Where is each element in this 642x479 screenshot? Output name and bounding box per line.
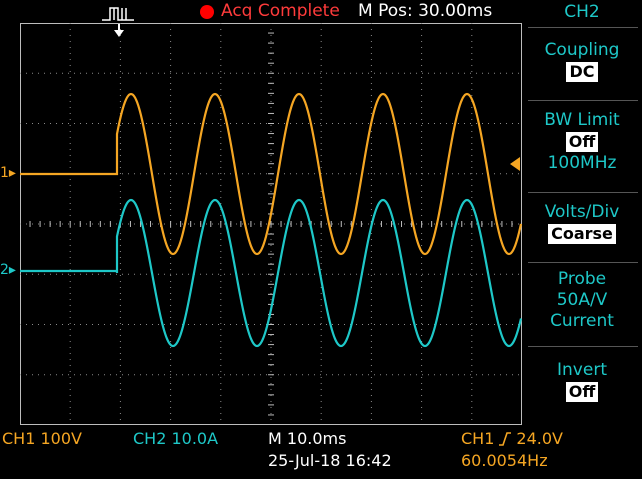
ch1-waveform <box>20 92 522 256</box>
coupling-label: Coupling <box>544 40 620 60</box>
invert-label: Invert <box>557 360 607 380</box>
probe-label: Probe <box>557 269 607 289</box>
probe-ratio: 50A/V <box>556 290 608 310</box>
invert-value: Off <box>565 382 599 402</box>
menu-bw-limit-button[interactable]: BW Limit Off 100MHz <box>526 110 638 174</box>
probe-type: Current <box>550 311 614 331</box>
ch1-ground-marker[interactable]: 1▸ <box>0 165 16 181</box>
acquisition-status: Acq Complete <box>221 1 340 21</box>
bw-limit-frequency: 100MHz <box>547 153 617 173</box>
coupling-value: DC <box>566 62 598 82</box>
ch1-scale-readout: CH1 100V <box>2 429 82 448</box>
menu-divider <box>528 100 638 101</box>
trigger-source: CH1 <box>461 429 495 448</box>
menu-divider <box>528 346 638 347</box>
timebase-readout: M 10.0ms <box>268 429 347 448</box>
trigger-readout: CH1 24.0V <box>461 429 563 448</box>
ch2-scale-readout: CH2 10.0A <box>133 429 219 448</box>
ch2-ground-marker[interactable]: 2▸ <box>0 262 16 278</box>
readout-bar: CH1 100V CH2 10.0A M 10.0ms 25-Jul-18 16… <box>0 427 642 479</box>
horizontal-position: M Pos: 30.00ms <box>358 1 493 21</box>
trigger-position-icon <box>102 7 134 37</box>
menu-invert-button[interactable]: Invert Off <box>526 360 638 403</box>
menu-volts-div-button[interactable]: Volts/Div Coarse <box>526 202 638 245</box>
waveform-display[interactable] <box>20 23 522 425</box>
trigger-level-arrow-icon <box>510 157 520 171</box>
ch2-side-menu: CH2 Coupling DC BW Limit Off 100MHz Volt… <box>522 0 642 428</box>
acquisition-status-icon <box>200 5 214 19</box>
menu-divider <box>528 262 638 263</box>
bw-limit-value: Off <box>565 132 599 152</box>
volts-div-label: Volts/Div <box>544 202 620 222</box>
frequency-readout: 60.0054Hz <box>461 451 548 470</box>
menu-divider <box>528 27 638 28</box>
ch2-waveform <box>20 198 522 348</box>
menu-probe-button[interactable]: Probe 50A/V Current <box>526 269 638 332</box>
menu-coupling-button[interactable]: Coupling DC <box>526 40 638 83</box>
rising-edge-icon <box>499 432 512 446</box>
bw-limit-label: BW Limit <box>544 110 620 130</box>
menu-title: CH2 <box>564 2 600 22</box>
trigger-level: 24.0V <box>516 429 563 448</box>
volts-div-value: Coarse <box>548 224 616 244</box>
graticule <box>20 23 522 425</box>
menu-divider <box>528 192 638 193</box>
date-time-readout: 25-Jul-18 16:42 <box>268 451 392 470</box>
